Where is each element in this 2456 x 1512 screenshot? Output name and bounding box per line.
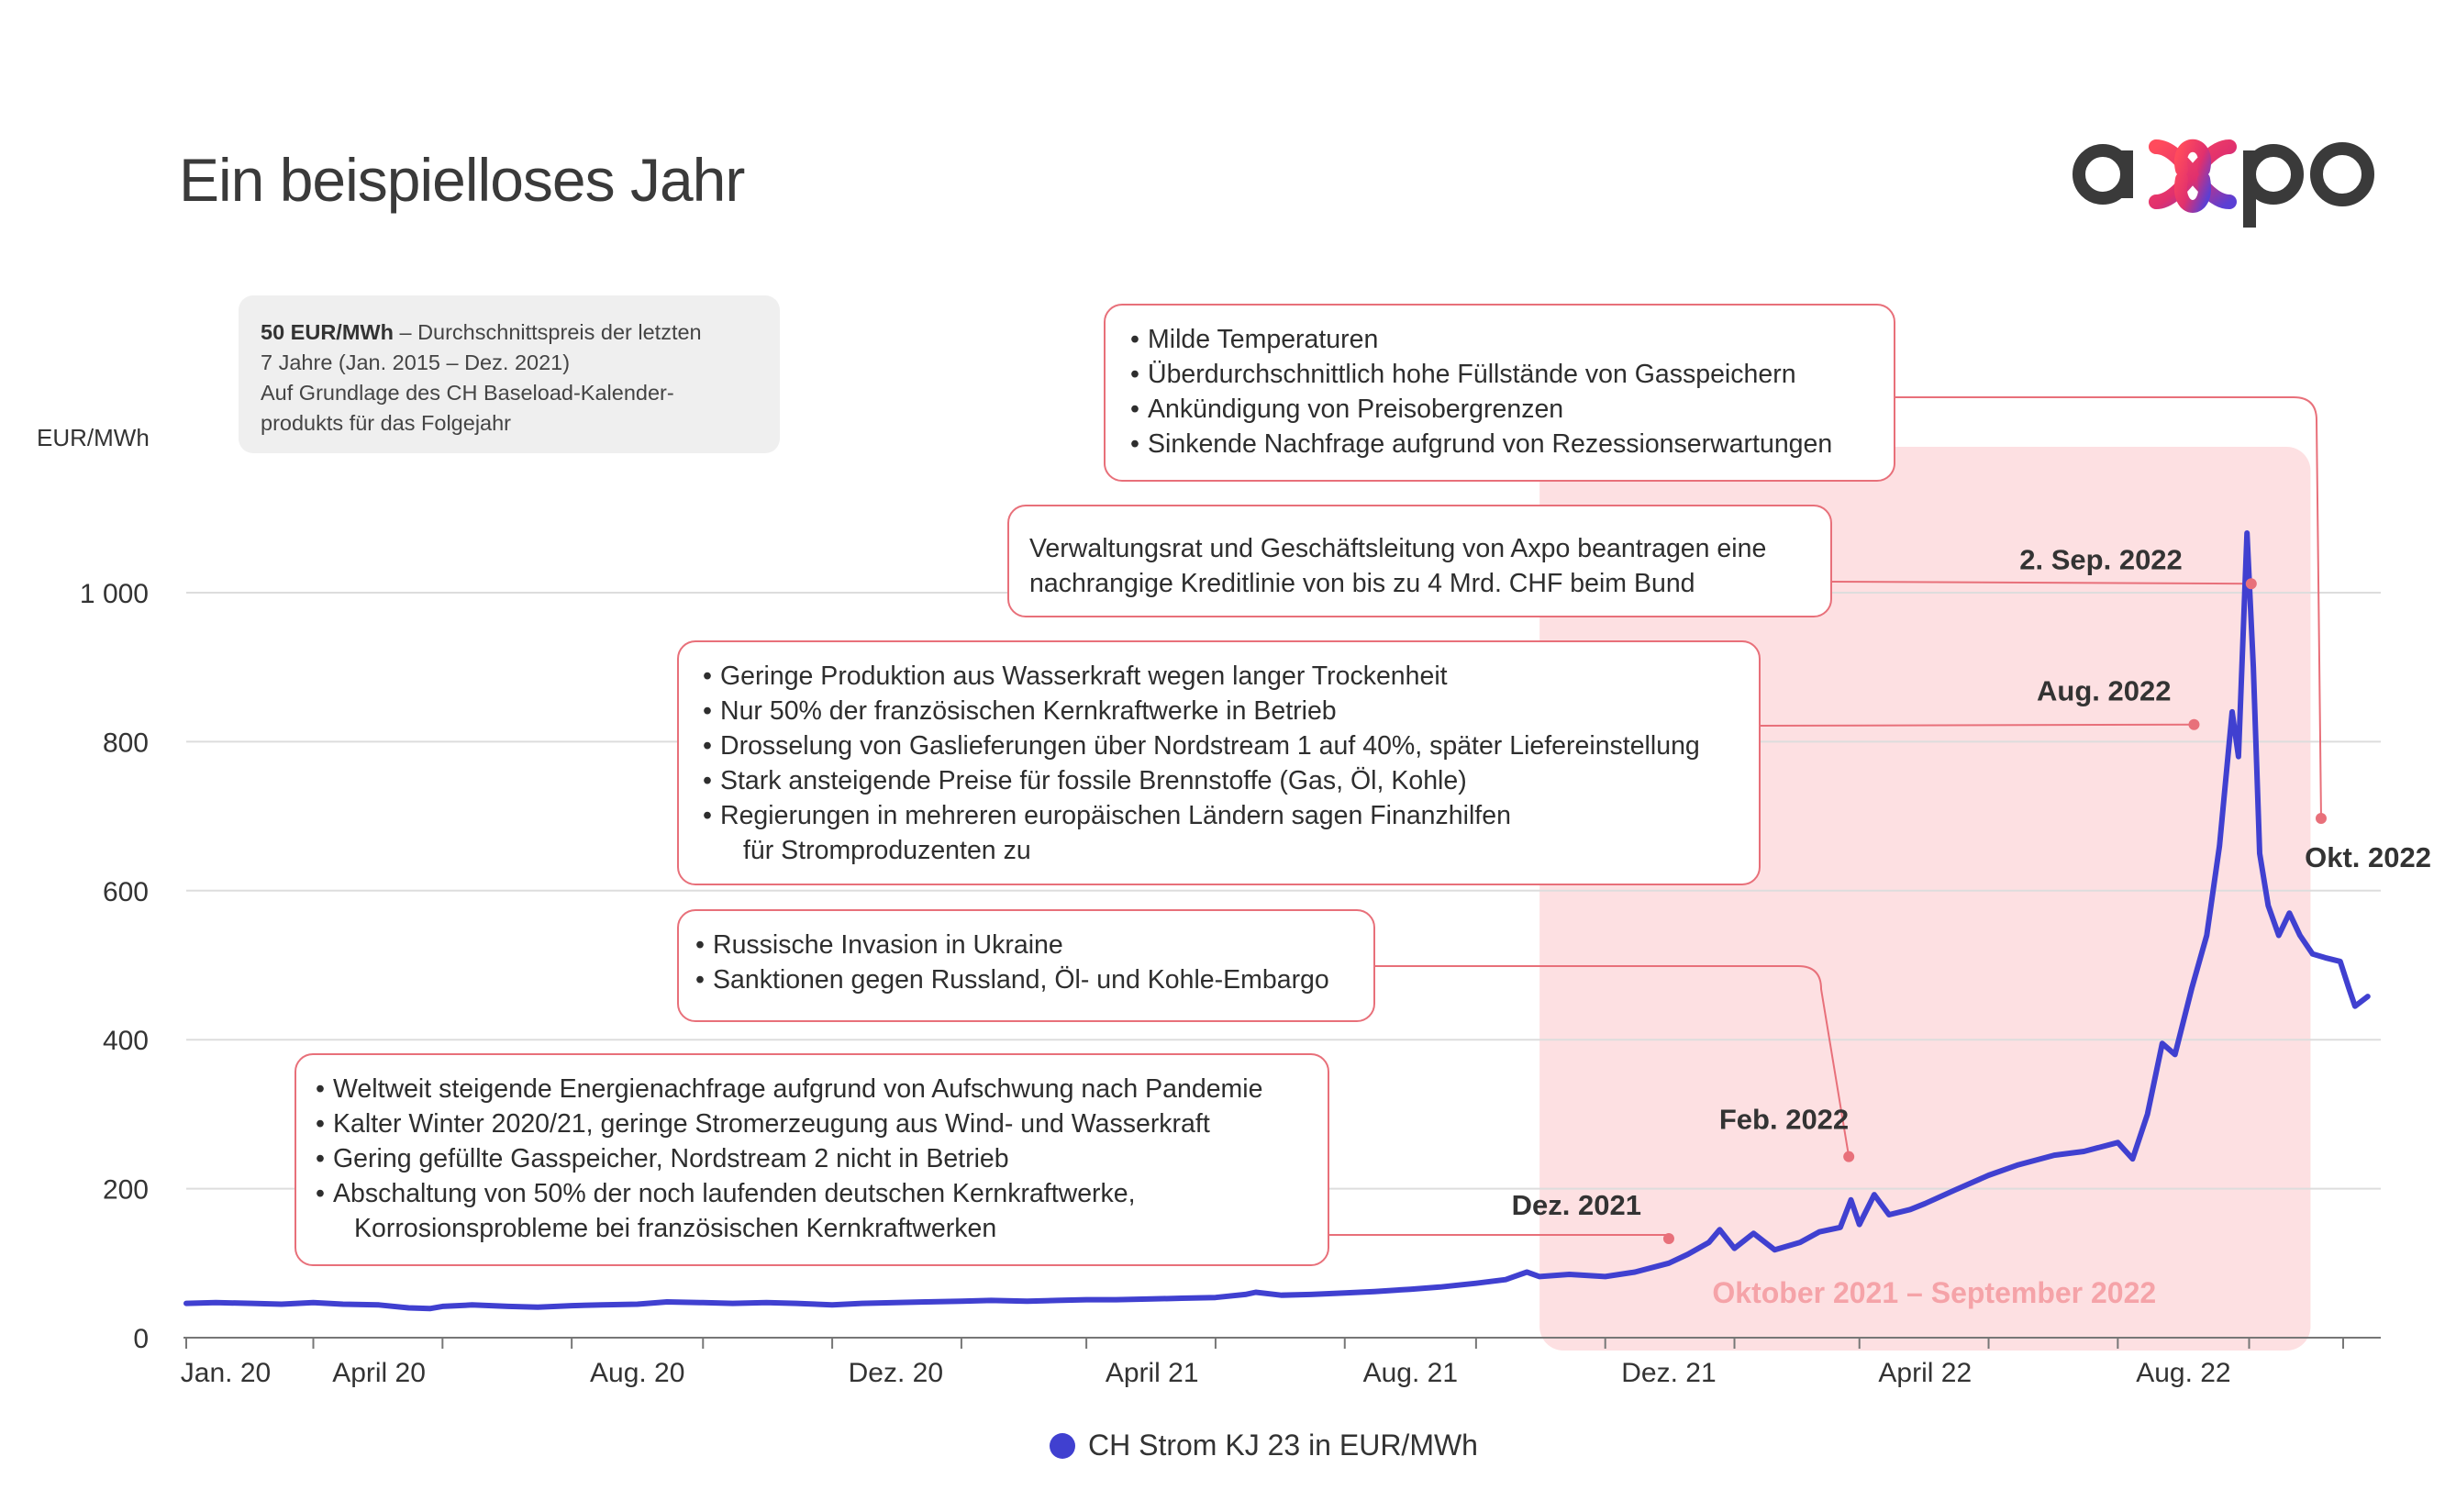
y-tick-label: 600 xyxy=(103,877,149,907)
callout-dez-2021: Weltweit steigende Energienachfrage aufg… xyxy=(294,1053,1329,1266)
y-tick-label: 800 xyxy=(103,728,149,758)
x-tick-labels: Jan. 20 April 20 Aug. 20 Dez. 20 April 21 Aug… xyxy=(181,1338,2344,1388)
callout-bullet: Russische Invasion in Ukraine xyxy=(695,928,1373,962)
annotation-label: Feb. 2022 xyxy=(1719,1104,1849,1136)
callout-bullet: Milde Temperaturen xyxy=(1130,322,1894,357)
callout-bullet: Überdurchschnittlich hohe Füllstände von… xyxy=(1130,357,1894,392)
highlight-period-label: Oktober 2021 – September 2022 xyxy=(1712,1276,2156,1309)
info-text-1: – Durchschnittspreis der letzten xyxy=(393,320,702,344)
annotation-dot xyxy=(1662,1233,1674,1245)
callout-text-continued: Korrosionsprobleme bei französischen Ker… xyxy=(354,1214,997,1243)
y-tick-label: 1 000 xyxy=(80,579,149,609)
annotation-label: 2. Sep. 2022 xyxy=(2019,543,2183,575)
annotation-dot xyxy=(2188,718,2200,730)
callout-bullet: Gering gefüllte Gasspeicher, Nordstream … xyxy=(316,1141,1328,1176)
x-tick-label: Dez. 20 xyxy=(849,1358,943,1388)
x-tick-label: Dez. 21 xyxy=(1621,1358,1716,1388)
legend-label: CH Strom KJ 23 in EUR/MWh xyxy=(1088,1429,1478,1462)
callout-line: Verwaltungsrat und Geschäftsleitung von … xyxy=(1029,534,1767,563)
axpo-logo xyxy=(2073,139,2374,228)
callout-bullet: Ankündigung von Preisobergrenzen xyxy=(1130,392,1894,427)
callout-sep-2022: Verwaltungsrat und Geschäftsleitung von … xyxy=(1007,505,1832,617)
annotation-dot xyxy=(2245,578,2257,590)
y-tick-label: 400 xyxy=(103,1026,149,1056)
info-text-2: 7 Jahre (Jan. 2015 – Dez. 2021) xyxy=(261,350,571,374)
annotation-label: Okt. 2022 xyxy=(2305,841,2431,873)
x-tick-label: April 22 xyxy=(1878,1358,1972,1388)
annotation-label: Aug. 2022 xyxy=(2037,675,2171,707)
x-tick-label: Aug. 20 xyxy=(590,1358,684,1388)
callout-text-continued: für Stromproduzenten zu xyxy=(743,836,1031,865)
annotations: Dez. 2021 Feb. 2022 Aug. 2022 2. Sep. 2022 O… xyxy=(1512,543,2431,1245)
x-tick-label: April 20 xyxy=(332,1358,426,1388)
legend: CH Strom KJ 23 in EUR/MWh xyxy=(1050,1429,1478,1462)
page-title: Ein beispielloses Jahr xyxy=(179,146,745,214)
connector-line xyxy=(1760,723,2195,727)
series-line-ch-strom xyxy=(183,530,2371,1312)
connector-line xyxy=(1375,965,1850,1157)
legend-marker xyxy=(1050,1432,1075,1459)
callout-bullet: Geringe Produktion aus Wasserkraft wegen… xyxy=(703,659,1759,694)
callout-bullet: Kalter Winter 2020/21, geringe Stromerze… xyxy=(316,1106,1328,1141)
x-tick-label: Jan. 20 xyxy=(181,1358,271,1388)
annotation-dot xyxy=(1843,1151,1855,1162)
callout-bullet: Drosselung von Gaslieferungen über Nords… xyxy=(703,728,1759,763)
callout-feb-2022: Russische Invasion in Ukraine Sanktionen… xyxy=(677,909,1375,1022)
callout-bullet: Sinkende Nachfrage aufgrund von Rezessio… xyxy=(1130,427,1894,461)
connector-line xyxy=(1895,396,2322,819)
callout-bullet: Sanktionen gegen Russland, Öl- und Kohle… xyxy=(695,962,1373,997)
average-price-value: 50 EUR/MWh xyxy=(261,320,394,344)
y-tick-labels: 0 200 400 600 800 1 000 xyxy=(80,579,149,1354)
y-axis-label: EUR/MWh xyxy=(37,424,150,451)
info-text-4: produkts für das Folgejahr xyxy=(261,411,512,435)
callout-bullet: Weltweit steigende Energienachfrage aufg… xyxy=(316,1072,1328,1106)
average-price-info-box: 50 EUR/MWh – Durchschnittspreis der letz… xyxy=(239,295,780,453)
callout-aug-2022: Geringe Produktion aus Wasserkraft wegen… xyxy=(677,640,1761,885)
callout-bullet: Abschaltung von 50% der noch laufenden d… xyxy=(316,1176,1328,1211)
callout-line: nachrangige Kreditlinie von bis zu 4 Mrd… xyxy=(1029,569,1695,598)
connector-line xyxy=(1831,581,2251,585)
annotation-dot xyxy=(2315,813,2327,825)
y-tick-label: 200 xyxy=(103,1175,149,1206)
x-tick-label: Aug. 22 xyxy=(2136,1358,2230,1388)
x-tick-label: Aug. 21 xyxy=(1363,1358,1458,1388)
callout-okt-2022: Milde Temperaturen Überdurchschnittlich … xyxy=(1104,304,1895,482)
callout-bullet: Stark ansteigende Preise für fossile Bre… xyxy=(703,763,1759,798)
callout-bullet: Regierungen in mehreren europäischen Län… xyxy=(703,798,1759,833)
callout-bullet: Nur 50% der französischen Kernkraftwerke… xyxy=(703,694,1759,728)
y-tick-label: 0 xyxy=(133,1324,149,1354)
annotation-label: Dez. 2021 xyxy=(1512,1189,1641,1221)
x-tick-label: April 21 xyxy=(1106,1358,1199,1388)
info-text-3: Auf Grundlage des CH Baseload-Kalender- xyxy=(261,381,674,405)
